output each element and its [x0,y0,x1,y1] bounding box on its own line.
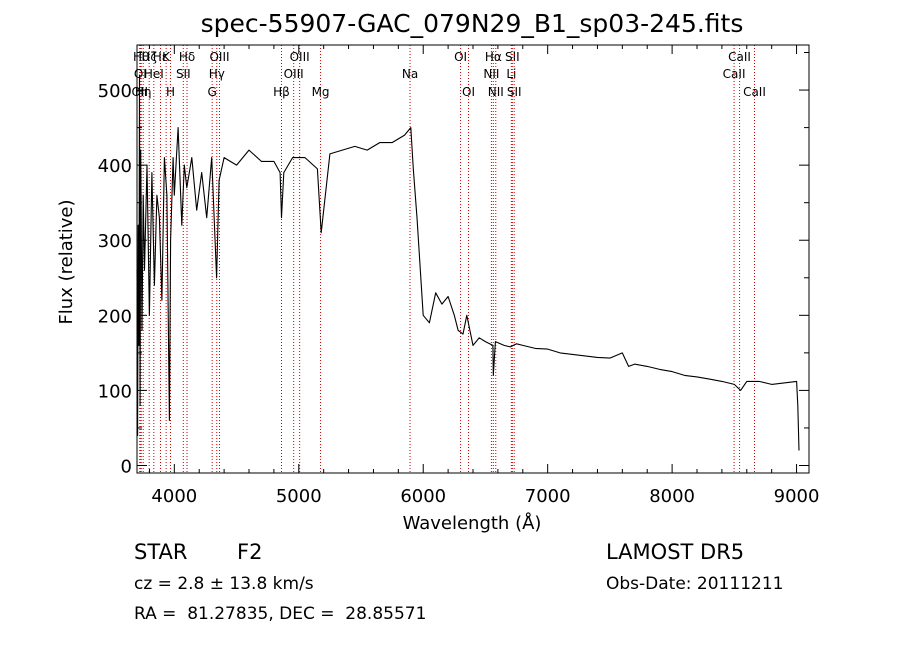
line-marker-label: SII [505,50,520,64]
line-marker-label: Hβ [273,85,290,99]
line-marker-label: Mg [312,85,330,99]
x-tick-label: 4000 [151,486,197,507]
y-tick-label: 300 [98,231,132,252]
y-axis-label: Flux (relative) [56,199,77,324]
spectrum-series [136,74,800,451]
line-marker-label: OI [454,50,467,64]
line-marker-label: Hα [485,50,502,64]
line-marker-label: CaII [728,50,751,64]
redshift-cz: cz = 2.8 ± 13.8 km/s [134,574,314,594]
object-class: STAR [134,540,188,564]
line-marker-label: K [162,50,171,64]
line-marker-label: Hζ [141,50,157,64]
coordinates: RA = 81.27835, DEC = 28.85571 [134,604,427,624]
plot-frame [136,44,810,474]
line-marker-label: Li [506,67,516,81]
survey-name: LAMOST DR5 [606,540,745,564]
line-marker-label: Hε [153,50,169,64]
x-axis-label: Wavelength (Å) [403,512,542,534]
y-tick-label: 400 [98,156,132,177]
x-tick-label: 6000 [400,486,446,507]
line-marker-label: SII [176,67,191,81]
line-marker-label: Na [402,67,418,81]
chart-title: spec-55907-GAC_079N29_B1_sp03-245.fits [201,9,744,38]
x-tick-label: 5000 [276,486,322,507]
object-subclass: F2 [237,540,263,564]
y-tick-label: 0 [121,456,132,477]
line-marker-label: NII [483,67,499,81]
observation-date: Obs-Date: 20111211 [606,574,784,594]
line-marker-label: CaII [743,85,766,99]
line-marker-label: SII [507,85,522,99]
x-tick-label: 9000 [774,486,820,507]
y-tick-label: 100 [98,381,132,402]
line-marker-label: NII [488,85,504,99]
y-tick-label: 500 [98,81,132,102]
line-marker-label: OI [462,85,475,99]
line-marker-label: OIII [284,67,304,81]
line-marker-label: Hδ [179,50,195,64]
line-marker-label: Hγ [209,67,225,81]
y-tick-label: 200 [98,306,132,327]
line-marker-label: OIII [209,50,229,64]
line-marker-label: G [208,85,217,99]
x-tick-label: 7000 [525,486,571,507]
line-marker-label: CaII [723,67,746,81]
line-marker-label: H [166,85,175,99]
line-marker-label: OIII [290,50,310,64]
line-marker-label: HeI [144,67,164,81]
spectrum-line [136,74,800,451]
emission-line-markers: OIIOIHθHηHζHeIHεKHSIIHδGHγOIIIHβOIIIOIII… [131,45,766,473]
axes: 4000 5000 6000 7000 8000 9000 0 100 200 300 400 500 [98,45,820,507]
x-tick-label: 8000 [649,486,695,507]
